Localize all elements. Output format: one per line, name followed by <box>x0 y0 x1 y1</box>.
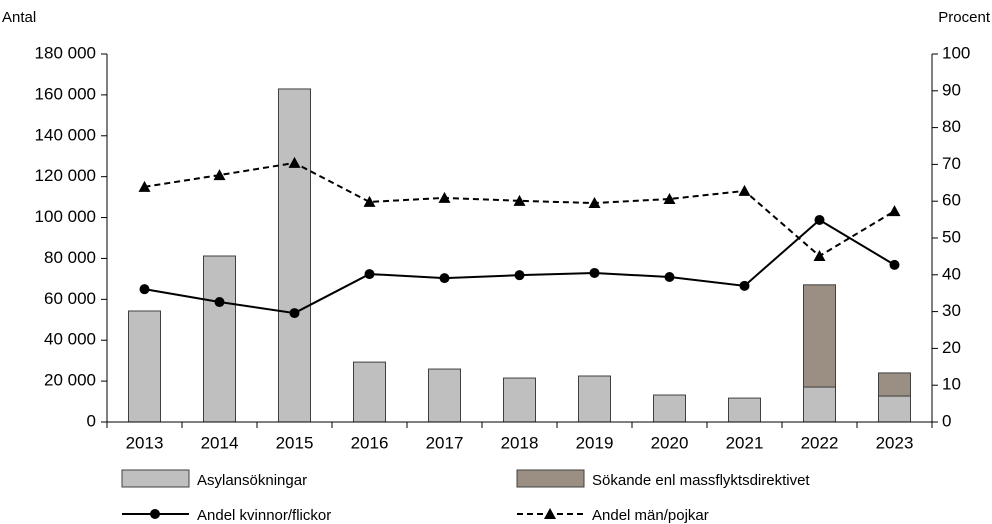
y2-tick-label: 40 <box>942 264 961 283</box>
y-tick-label: 120 000 <box>35 166 96 185</box>
y2-tick-label: 100 <box>942 43 970 62</box>
marker <box>739 280 750 291</box>
y-tick-label: 140 000 <box>35 125 96 144</box>
y-tick-label: 160 000 <box>35 84 96 103</box>
bar <box>803 386 836 423</box>
bar <box>428 368 461 423</box>
legend-label: Sökande enl massflyktsdirektivet <box>592 472 810 489</box>
marker <box>289 308 300 319</box>
y2-tick-label: 0 <box>942 411 951 430</box>
marker <box>664 272 675 283</box>
y-tick-label: 80 000 <box>44 248 96 267</box>
bar <box>578 375 611 423</box>
bar <box>878 395 911 423</box>
x-tick-label: 2015 <box>276 433 314 452</box>
bar <box>728 397 761 423</box>
x-tick-label: 2018 <box>501 433 539 452</box>
line <box>144 161 896 258</box>
marker <box>889 259 900 270</box>
x-tick-label: 2016 <box>351 433 389 452</box>
marker <box>814 214 825 225</box>
y2-tick-label: 70 <box>942 154 961 173</box>
y2-tick-label: 20 <box>942 338 961 357</box>
line <box>144 218 896 315</box>
x-tick-label: 2014 <box>201 433 239 452</box>
marker <box>213 169 226 181</box>
y-tick-label: 100 000 <box>35 207 96 226</box>
legend-swatch <box>516 469 585 488</box>
marker <box>439 273 450 284</box>
legend-swatch <box>121 469 190 488</box>
x-tick-label: 2023 <box>876 433 914 452</box>
y2-tick-label: 50 <box>942 227 961 246</box>
legend-label: Asylansökningar <box>197 472 307 489</box>
x-tick-label: 2013 <box>126 433 164 452</box>
marker <box>363 195 376 207</box>
axes <box>106 54 933 423</box>
marker <box>513 194 526 206</box>
marker <box>589 267 600 278</box>
y2-axis-label: Procent <box>938 9 991 26</box>
bar <box>278 88 311 423</box>
y-tick-label: 40 000 <box>44 330 96 349</box>
x-tick-label: 2022 <box>801 433 839 452</box>
x-tick-label: 2019 <box>576 433 614 452</box>
marker <box>738 184 751 196</box>
y-tick-label: 0 <box>87 411 96 430</box>
x-tick-label: 2017 <box>426 433 464 452</box>
marker <box>138 180 151 192</box>
bar <box>353 361 386 423</box>
y-axis-label: Antal <box>2 9 36 26</box>
marker <box>438 191 451 203</box>
legend-marker <box>544 508 556 519</box>
bar <box>203 255 236 423</box>
bar <box>803 284 836 388</box>
bar <box>128 310 161 423</box>
marker <box>514 270 525 281</box>
x-tick-label: 2020 <box>651 433 689 452</box>
legend-label: Andel män/pojkar <box>592 507 709 524</box>
marker <box>364 269 375 280</box>
y2-tick-label: 30 <box>942 301 961 320</box>
bar <box>653 394 686 423</box>
legend-label: Andel kvinnor/flickor <box>197 507 331 524</box>
bar <box>878 372 911 397</box>
marker <box>663 192 676 204</box>
legend-marker <box>150 509 160 519</box>
bar <box>503 377 536 423</box>
x-tick-label: 2021 <box>726 433 764 452</box>
marker <box>588 197 601 209</box>
marker <box>288 156 301 168</box>
marker <box>813 250 826 262</box>
y-tick-label: 180 000 <box>35 43 96 62</box>
marker <box>139 284 150 295</box>
y-tick-label: 20 000 <box>44 371 96 390</box>
y-tick-label: 60 000 <box>44 289 96 308</box>
y2-tick-label: 60 <box>942 191 961 210</box>
y2-tick-label: 80 <box>942 117 961 136</box>
marker <box>214 297 225 308</box>
marker <box>888 205 901 217</box>
y2-tick-label: 10 <box>942 375 961 394</box>
y2-tick-label: 90 <box>942 80 961 99</box>
